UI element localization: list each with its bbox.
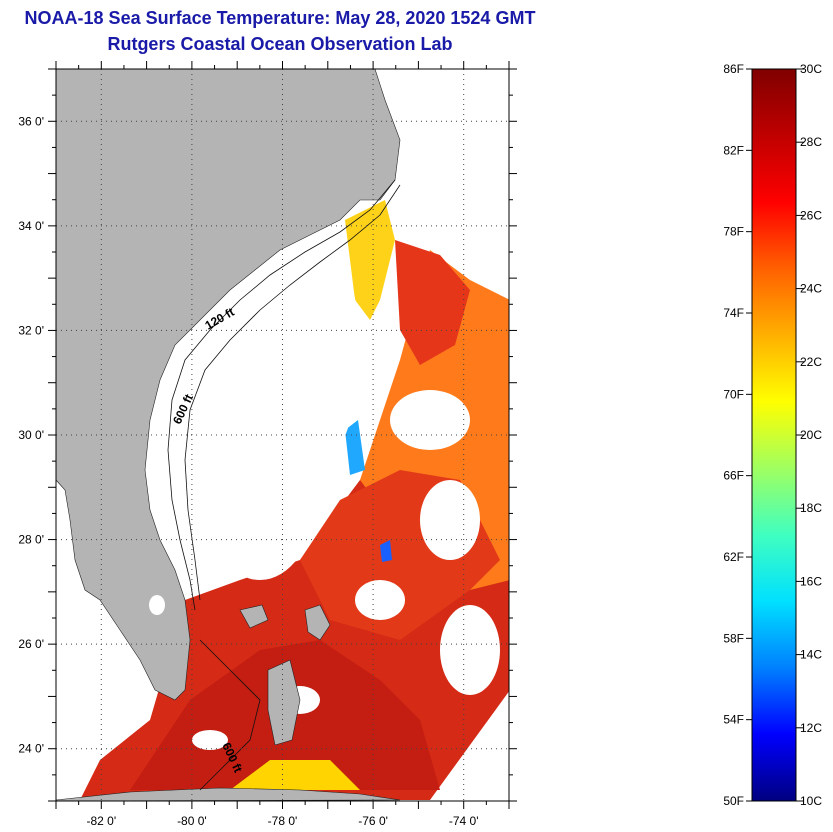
land: [56, 69, 401, 801]
colorbar-ticks: [746, 68, 804, 802]
colorbar-c-label: 30C: [800, 62, 822, 76]
colorbar-f-label: 82F: [723, 143, 744, 157]
lon-label: -76 0': [358, 814, 388, 828]
land-bahamas-1: [304, 604, 331, 641]
sst-cyan-small: [380, 540, 392, 562]
map-subtitle: Rutgers Coastal Ocean Observation Lab: [107, 34, 453, 54]
land-mainland: [56, 69, 401, 701]
colorbar-c-label: 22C: [800, 355, 822, 369]
lat-label: 28 0': [18, 533, 44, 547]
colorbar-c-label: 20C: [800, 428, 822, 442]
land-andros: [267, 659, 301, 746]
colorbar-c-label: 10C: [800, 794, 822, 808]
land-bahamas-2: [239, 604, 269, 629]
contour-120ft: [167, 179, 396, 611]
colorbar-c-label: 18C: [800, 501, 822, 515]
contour-600ft: [184, 184, 401, 601]
longitude-labels: -82 0' -80 0' -78 0' -76 0' -74 0': [86, 814, 478, 828]
sst-cyan-patch: [345, 420, 365, 475]
sst-swath: [80, 200, 509, 800]
sst-yellow-south: [230, 760, 360, 790]
colorbar-f-labels: 86F 82F 78F 74F 70F 66F 62F 58F 54F 50F: [723, 62, 744, 808]
map-ticks: [48, 61, 517, 809]
bathymetry-contours: [167, 179, 401, 791]
lat-label: 24 0': [18, 742, 44, 756]
colorbar-c-label: 24C: [800, 282, 822, 296]
cloud-cover: [192, 220, 500, 750]
colorbar-c-label: 16C: [800, 574, 822, 588]
colorbar-f-label: 86F: [723, 62, 744, 76]
colorbar-c-labels: 30C 28C 26C 24C 22C 20C 18C 16C 14C 12C 10C: [800, 62, 822, 808]
lon-label: -78 0': [268, 814, 298, 828]
colorbar: [751, 68, 797, 802]
lat-label: 36 0': [18, 114, 44, 128]
lon-label: -74 0': [449, 814, 479, 828]
lat-label: 26 0': [18, 637, 44, 651]
sst-red-north: [395, 240, 470, 365]
lake-okeechobee: [149, 595, 165, 615]
lat-label: 34 0': [18, 219, 44, 233]
colorbar-f-label: 78F: [723, 225, 744, 239]
colorbar-c-label: 14C: [800, 648, 822, 662]
map-grid: [56, 69, 509, 801]
colorbar-f-label: 58F: [723, 631, 744, 645]
colorbar-f-label: 62F: [723, 550, 744, 564]
lat-label: 30 0': [18, 428, 44, 442]
colorbar-f-label: 54F: [723, 713, 744, 727]
lat-label: 32 0': [18, 323, 44, 337]
map-title: NOAA-18 Sea Surface Temperature: May 28,…: [24, 8, 536, 28]
latitude-labels: 36 0' 34 0' 32 0' 30 0' 28 0' 26 0' 24 0': [18, 114, 44, 755]
colorbar-f-label: 74F: [723, 306, 744, 320]
colorbar-c-label: 28C: [800, 135, 822, 149]
colorbar-f-label: 70F: [723, 387, 744, 401]
lon-label: -82 0': [86, 814, 116, 828]
sst-yellow-band: [345, 200, 395, 320]
colorbar-f-label: 50F: [723, 794, 744, 808]
lon-label: -80 0': [177, 814, 207, 828]
colorbar-c-label: 26C: [800, 208, 822, 222]
colorbar-f-label: 66F: [723, 469, 744, 483]
contour-600ft-south: [199, 639, 261, 791]
colorbar-c-label: 12C: [800, 721, 822, 735]
